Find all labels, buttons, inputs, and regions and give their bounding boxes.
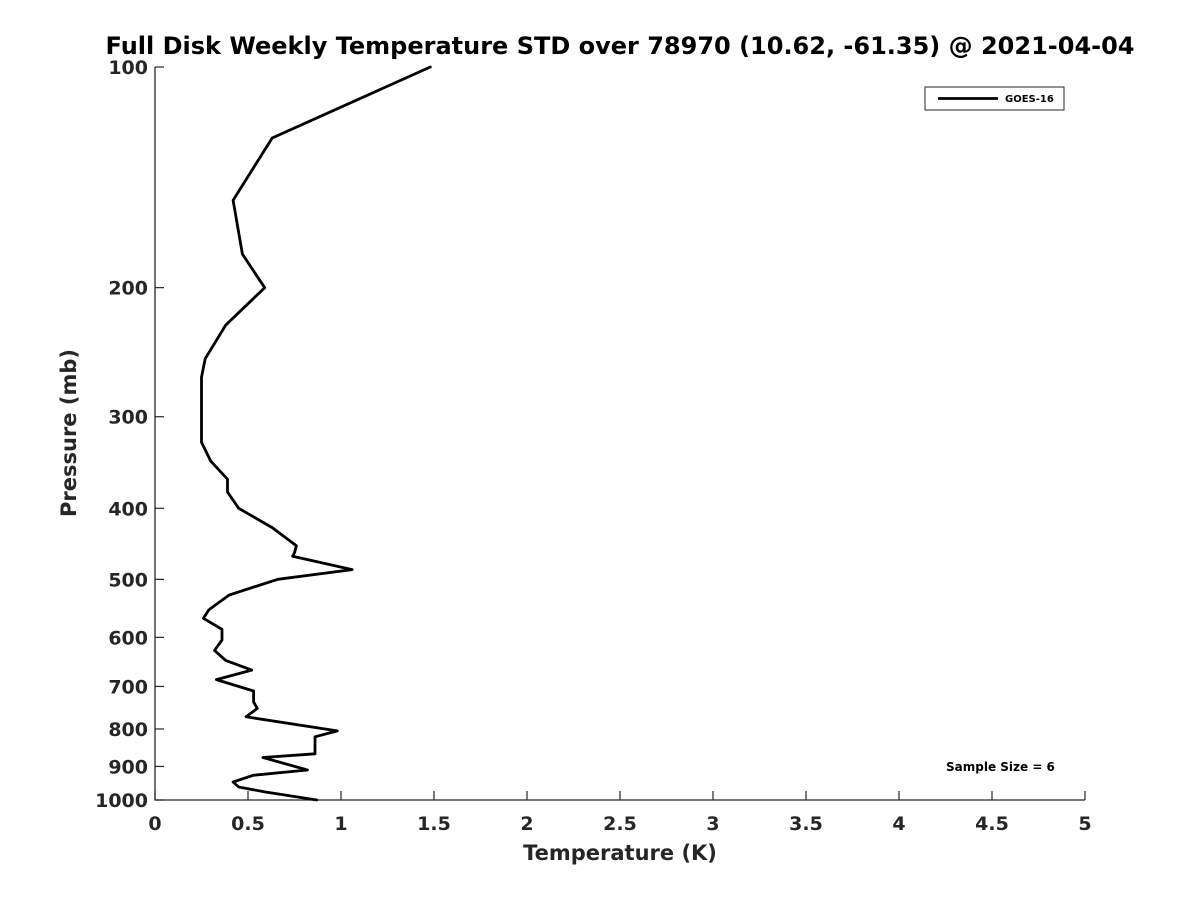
legend-entry-goes-16: GOES-16 — [1005, 94, 1054, 105]
x-tick-label: 0.5 — [231, 813, 265, 835]
y-tick-label: 900 — [108, 756, 148, 778]
x-tick-label: 4.5 — [975, 813, 1009, 835]
y-tick-label: 1000 — [95, 790, 148, 812]
y-tick-label: 400 — [108, 498, 148, 520]
y-tick-label: 100 — [108, 57, 148, 79]
x-tick-label: 3 — [706, 813, 719, 835]
series-layer — [200, 65, 432, 802]
x-tick-label: 1 — [334, 813, 347, 835]
y-axis-label: Pressure (mb) — [57, 349, 81, 517]
y-tick-label: 300 — [108, 407, 148, 429]
series-line-goes-16 — [200, 65, 432, 802]
y-axis-ticks: 100 200 300 400 500 600 700 800 900 1000 — [95, 57, 164, 812]
x-axis-label: Temperature (K) — [523, 841, 717, 865]
x-tick-label: 5 — [1078, 813, 1091, 835]
y-tick-label: 600 — [108, 627, 148, 649]
legend: GOES-16 — [924, 86, 1065, 111]
chart-title: Full Disk Weekly Temperature STD over 78… — [106, 32, 1135, 60]
x-tick-label: 0 — [148, 813, 161, 835]
x-axis-ticks: 0 0.5 1 1.5 2 2.5 3 3.5 4 4.5 5 — [148, 791, 1092, 835]
y-tick-label: 500 — [108, 569, 148, 591]
y-tick-label: 200 — [108, 278, 148, 300]
x-tick-label: 1.5 — [417, 813, 451, 835]
y-tick-label: 800 — [108, 719, 148, 741]
x-tick-label: 4 — [892, 813, 905, 835]
y-tick-label: 700 — [108, 676, 148, 698]
x-tick-label: 2.5 — [603, 813, 637, 835]
sample-size-annotation: Sample Size = 6 — [946, 760, 1055, 774]
axes: 0 0.5 1 1.5 2 2.5 3 3.5 4 4.5 5 100 200 300 400 500 600… — [95, 57, 1092, 835]
x-tick-label: 2 — [520, 813, 533, 835]
x-tick-label: 3.5 — [789, 813, 823, 835]
